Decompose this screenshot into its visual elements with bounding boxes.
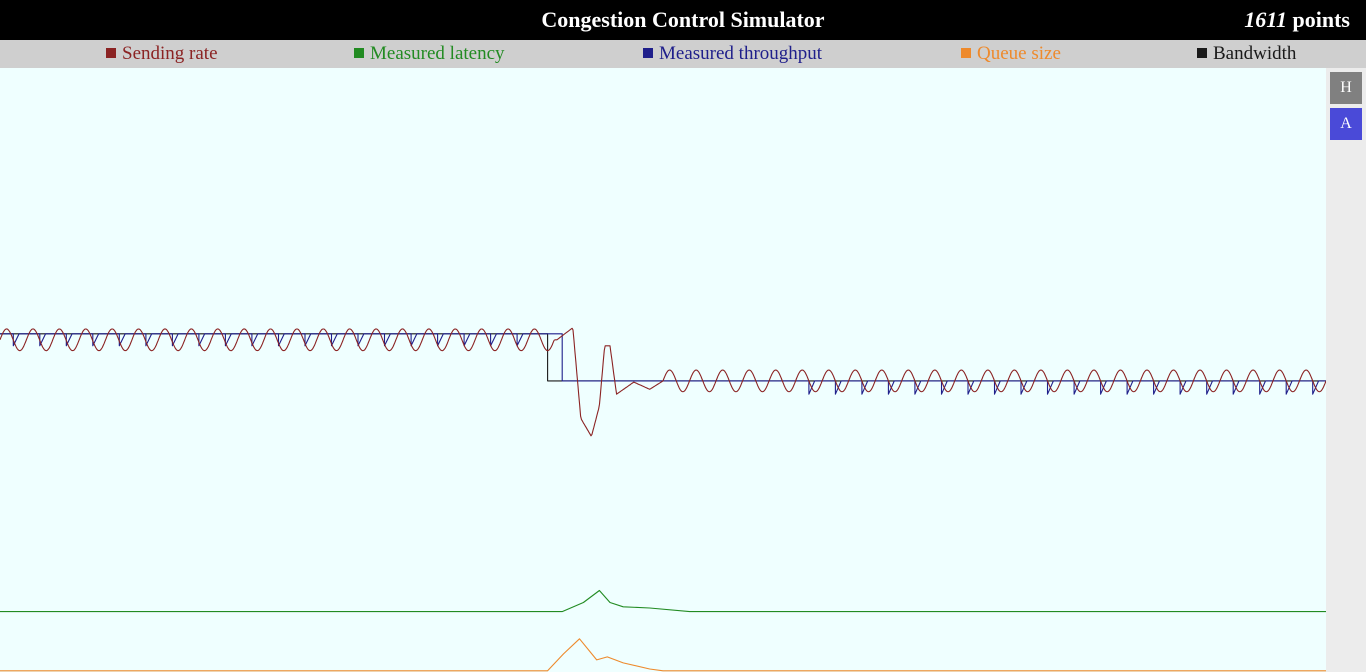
legend-label: Sending rate [122,43,218,64]
measured-throughput-swatch-icon [643,48,653,58]
queue-size-swatch-icon [961,48,971,58]
series-measured-latency [0,589,1326,613]
legend-label: Bandwidth [1213,43,1297,64]
sidebar: H A [1326,68,1366,672]
series-measured-throughput [0,333,1326,395]
simulation-plot[interactable] [0,68,1326,672]
measured-latency-swatch-icon [354,48,364,58]
plot-canvas [0,327,1326,672]
series-queue-size [0,638,1326,672]
top-bar: Congestion Control Simulator 1611 points [0,0,1366,40]
score-value: 1611 [1244,7,1288,32]
legend-label: Measured latency [370,43,505,64]
bandwidth-swatch-icon [1197,48,1207,58]
legend-item-bandwidth[interactable]: Bandwidth [1197,40,1296,68]
legend-item-queue-size[interactable]: Queue size [961,40,1061,68]
legend-bar: Sending rate Measured latency Measured t… [0,40,1366,68]
sending-rate-swatch-icon [106,48,116,58]
app-title: Congestion Control Simulator [541,7,825,32]
legend-item-measured-latency[interactable]: Measured latency [354,40,505,68]
series-sending-rate [0,327,1326,437]
legend-label: Measured throughput [659,43,823,64]
a-button[interactable]: A [1330,108,1362,140]
score-display: 1611 points [1244,0,1350,40]
score-unit: points [1292,7,1350,32]
legend-item-sending-rate[interactable]: Sending rate [106,40,218,68]
h-button[interactable]: H [1330,72,1362,104]
legend-item-measured-throughput[interactable]: Measured throughput [643,40,822,68]
legend-label: Queue size [977,43,1061,64]
